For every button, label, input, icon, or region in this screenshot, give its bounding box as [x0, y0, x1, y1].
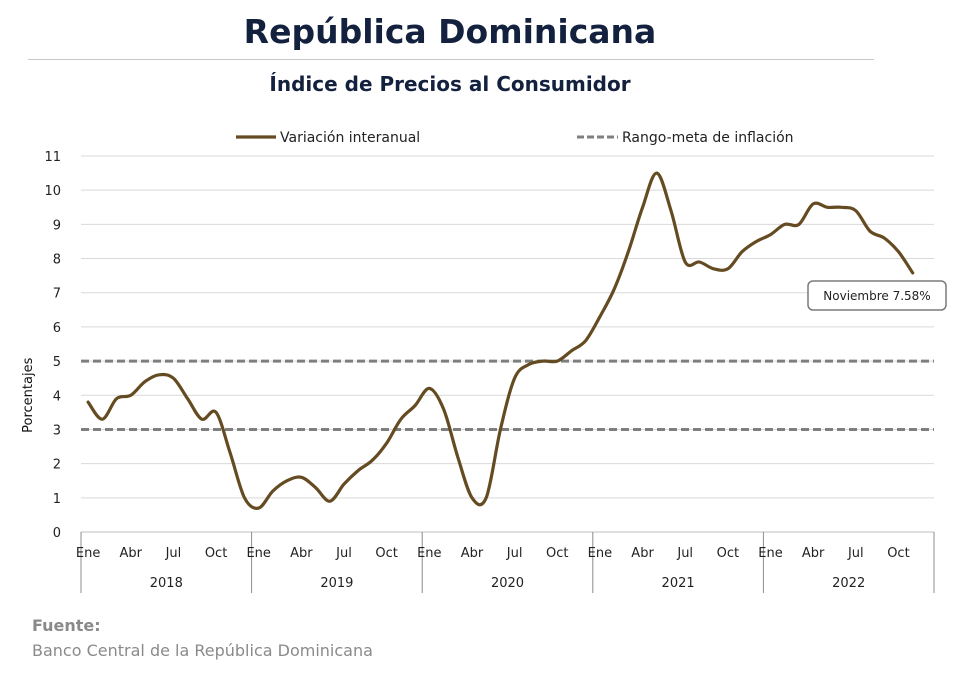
- x-tick-label: Ene: [417, 546, 441, 561]
- legend-label-series: Variación interanual: [280, 130, 420, 146]
- x-tick-label: Jul: [165, 546, 182, 561]
- x-tick-label: Abr: [290, 546, 313, 561]
- y-tick-label: 11: [44, 150, 61, 165]
- y-tick-label: 7: [53, 287, 61, 302]
- x-tick-label: Abr: [120, 546, 143, 561]
- year-label: 2018: [150, 576, 183, 591]
- year-label: 2021: [662, 576, 695, 591]
- year-label: 2019: [320, 576, 353, 591]
- legend: Variación interanual Rango-meta de inflac…: [236, 130, 794, 146]
- series-layer: [86, 171, 915, 510]
- title-divider: [28, 59, 874, 60]
- x-tick-label: Abr: [461, 546, 484, 561]
- y-tick-label: 4: [53, 389, 61, 404]
- year-label: 2020: [491, 576, 524, 591]
- y-tick-label: 1: [53, 492, 61, 507]
- x-tick-label: Abr: [631, 546, 654, 561]
- callout-label: Noviembre 7.58%: [823, 289, 930, 303]
- y-tick-label: 8: [53, 253, 61, 268]
- x-tick-label: Jul: [335, 546, 352, 561]
- y-tick-label: 5: [53, 355, 61, 370]
- y-tick-label: 9: [53, 218, 61, 233]
- callout-box: [807, 280, 947, 311]
- x-tick-label: Oct: [546, 546, 568, 561]
- target-range-lines: [81, 359, 934, 431]
- x-axis: Ene Abr Jul Oct 2018 Ene Abr Jul Oct 2019 Ene Abr Ju…: [76, 531, 935, 593]
- x-tick-label: Jul: [506, 546, 523, 561]
- y-axis-label: Porcentajes: [21, 357, 36, 432]
- chart-subtitle: Índice de Precios al Consumidor: [269, 72, 631, 96]
- year-label: 2022: [832, 576, 865, 591]
- x-tick-label: Jul: [847, 546, 864, 561]
- legend-label-target: Rango-meta de inflación: [622, 130, 794, 146]
- x-tick-label: Oct: [717, 546, 739, 561]
- x-tick-label: Ene: [76, 546, 100, 561]
- y-tick-label: 6: [53, 321, 61, 336]
- y-tick-label: 10: [44, 184, 61, 199]
- x-tick-label: Ene: [246, 546, 270, 561]
- y-tick-label: 0: [53, 526, 61, 541]
- source-heading: Fuente:: [32, 616, 101, 635]
- y-tick-label: 3: [53, 423, 61, 438]
- y-tick-label: 2: [53, 458, 61, 473]
- x-tick-label: Abr: [802, 546, 825, 561]
- annotation-callout: Noviembre 7.58%: [807, 280, 947, 311]
- x-tick-label: Ene: [588, 546, 612, 561]
- y-axis-ticks: 0 1 2 3 4 5 6 7 8 9 10 11: [44, 150, 61, 541]
- x-tick-label: Oct: [205, 546, 227, 561]
- x-tick-label: Jul: [676, 546, 693, 561]
- series-line-variacion-interanual: [86, 171, 915, 510]
- x-tick-label: Oct: [887, 546, 909, 561]
- chart-area: 0 1 2 3 4 5 6 7 8 9 10 11 Ene Abr Jul Oct 2018 Ene Abr Jul…: [21, 130, 947, 593]
- x-tick-label: Oct: [375, 546, 397, 561]
- source-text: Banco Central de la República Dominicana: [32, 641, 373, 660]
- page-title: República Dominicana: [243, 12, 657, 51]
- x-tick-label: Ene: [758, 546, 782, 561]
